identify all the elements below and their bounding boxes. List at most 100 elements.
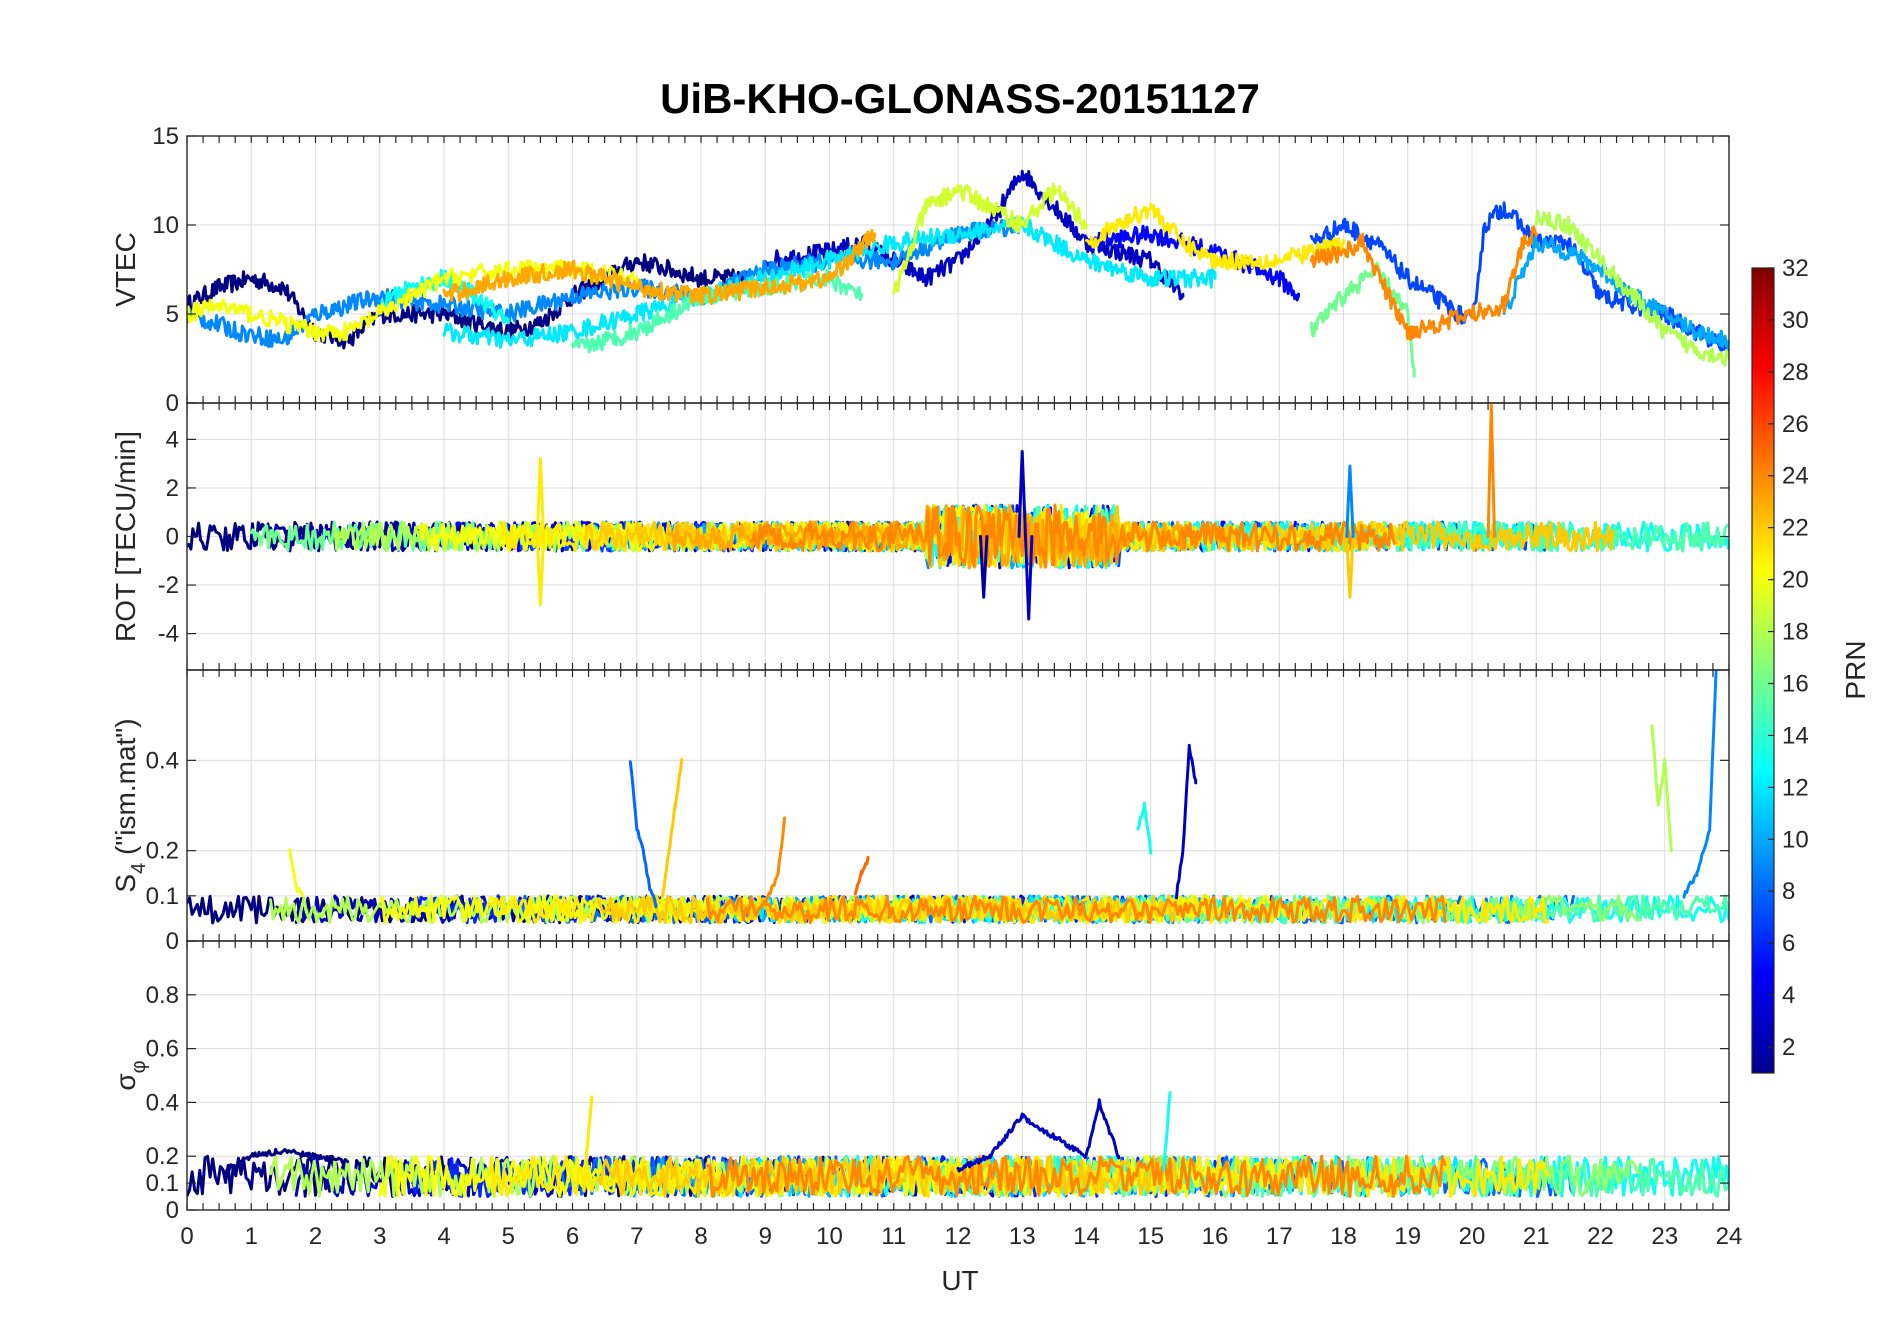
series-line-prn-3	[956, 1098, 1121, 1173]
y-tick-label: 0.2	[146, 1143, 179, 1170]
x-tick-label: 12	[945, 1223, 972, 1250]
x-tick-label: 20	[1459, 1223, 1486, 1250]
y-tick-label: 0.8	[146, 982, 179, 1009]
x-tick-label: 3	[373, 1223, 386, 1250]
y-tick-label: 0.1	[146, 1170, 179, 1197]
rot-spike	[979, 535, 989, 599]
x-tick-label: 2	[309, 1223, 322, 1250]
y-axis-label: S4 ("ism.mat")	[110, 718, 150, 892]
series-line-prn-20	[288, 848, 305, 898]
rot-spike	[1486, 403, 1496, 538]
y-label-sub: φ	[128, 1060, 150, 1073]
y-tick-label: 0.6	[146, 1036, 179, 1063]
colorbar-tick-label: 32	[1782, 255, 1809, 282]
series-line-prn-9	[1682, 670, 1718, 899]
colorbar-tick-label: 6	[1782, 930, 1795, 957]
x-tick-label: 13	[1009, 1223, 1036, 1250]
colorbar-gradient	[1751, 267, 1775, 1074]
series-line-prn-13	[1162, 1091, 1172, 1172]
series-line-prn-18	[1650, 724, 1673, 853]
y-tick-label: 0.4	[146, 1089, 179, 1116]
colorbar-tick-label: 10	[1782, 826, 1809, 853]
data-lines	[187, 169, 1729, 378]
x-tick-label: 9	[759, 1223, 772, 1250]
colorbar-tick-label: 2	[1782, 1034, 1795, 1061]
colorbar-tick-label: 18	[1782, 619, 1809, 646]
x-tick-label: 18	[1330, 1223, 1357, 1250]
y-tick-label: -4	[158, 621, 179, 648]
series-line-prn-13	[378, 268, 510, 325]
series-line-prn-23	[442, 229, 876, 306]
colorbar-tick-label: 28	[1782, 359, 1809, 386]
series-line-prn-18	[1534, 209, 1729, 367]
y-tick-label: 0	[166, 928, 179, 955]
x-tick-label: 15	[1137, 1223, 1164, 1250]
series-line-prn-3	[1175, 743, 1198, 900]
x-tick-label: 19	[1394, 1223, 1421, 1250]
y-tick-label: 0	[166, 390, 179, 417]
x-tick-label: 14	[1073, 1223, 1100, 1250]
x-tick-label: 16	[1202, 1223, 1229, 1250]
colorbar-label: PRN	[1840, 640, 1871, 699]
colorbar-tick-label: 30	[1782, 307, 1809, 334]
colorbar-tick-label: 12	[1782, 774, 1809, 801]
panel-rot: -4 -2 0 2 4 ROT [TECU/min]	[110, 402, 1730, 671]
panel-s4: 00.10.20.4S4 ("ism.mat")	[110, 669, 1730, 955]
colorbar-tick-label: 4	[1782, 982, 1795, 1009]
x-tick-label: 1	[245, 1223, 258, 1250]
series-line-prn-24	[705, 894, 1447, 925]
series-line-prn-22	[596, 1154, 1178, 1198]
series-line-prn-16	[1309, 261, 1416, 378]
x-tick-label: 24	[1716, 1223, 1743, 1250]
colorbar-tick-label: 16	[1782, 670, 1809, 697]
rot-spike	[1345, 464, 1355, 538]
series-line-prn-12	[442, 216, 1217, 349]
x-tick-label: 4	[437, 1223, 450, 1250]
y-tick-label: 10	[152, 212, 179, 239]
colorbar-tick-label: 24	[1782, 463, 1809, 490]
series-line-prn-24	[763, 816, 786, 907]
rot-spike	[1024, 535, 1034, 621]
data-lines	[187, 670, 1729, 925]
rot-spike	[1345, 535, 1355, 599]
y-label-rest: ("ism.mat")	[110, 718, 141, 862]
y-tick-label: 0.4	[146, 747, 179, 774]
colorbar-tick-label: 8	[1782, 878, 1795, 905]
axes-frame	[186, 940, 1730, 1211]
data-lines	[187, 403, 1729, 621]
series-line-prn-8	[628, 760, 658, 909]
y-label-main: S	[110, 874, 141, 893]
series-line-prn-1	[224, 1147, 350, 1174]
series-line-prn-22	[661, 758, 684, 898]
x-tick-label: 10	[816, 1223, 843, 1250]
x-tick-label: 7	[630, 1223, 643, 1250]
rot-spike	[535, 457, 546, 538]
series-line-prn-21	[1085, 202, 1345, 271]
x-axis-label: UT	[941, 1265, 978, 1296]
series-line-prn-21	[583, 1095, 594, 1171]
series-line-prn-15	[571, 268, 864, 354]
colorbar-tick-label: 20	[1782, 567, 1809, 594]
y-label-main: σ	[110, 1073, 141, 1090]
y-axis-label: VTEC	[110, 232, 141, 307]
y-tick-label: 15	[152, 123, 179, 150]
series-line-prn-25	[853, 855, 870, 896]
x-tick-label: 22	[1587, 1223, 1614, 1250]
x-tick-label: 21	[1523, 1223, 1550, 1250]
y-axis-label: ROT [TECU/min]	[110, 431, 141, 642]
series-line-prn-19	[892, 182, 1088, 295]
series-line-prn-10	[1502, 235, 1729, 350]
series-line-prn-1	[187, 253, 748, 350]
y-tick-label: 5	[166, 301, 179, 328]
series-line-prn-13	[1136, 801, 1153, 855]
y-axis-label: σφ	[110, 1060, 150, 1090]
colorbar-tick-label: 26	[1782, 411, 1809, 438]
x-tick-label: 8	[694, 1223, 707, 1250]
x-tick-label: 6	[566, 1223, 579, 1250]
y-tick-label: 0.1	[146, 883, 179, 910]
y-tick-label: 2	[166, 475, 179, 502]
